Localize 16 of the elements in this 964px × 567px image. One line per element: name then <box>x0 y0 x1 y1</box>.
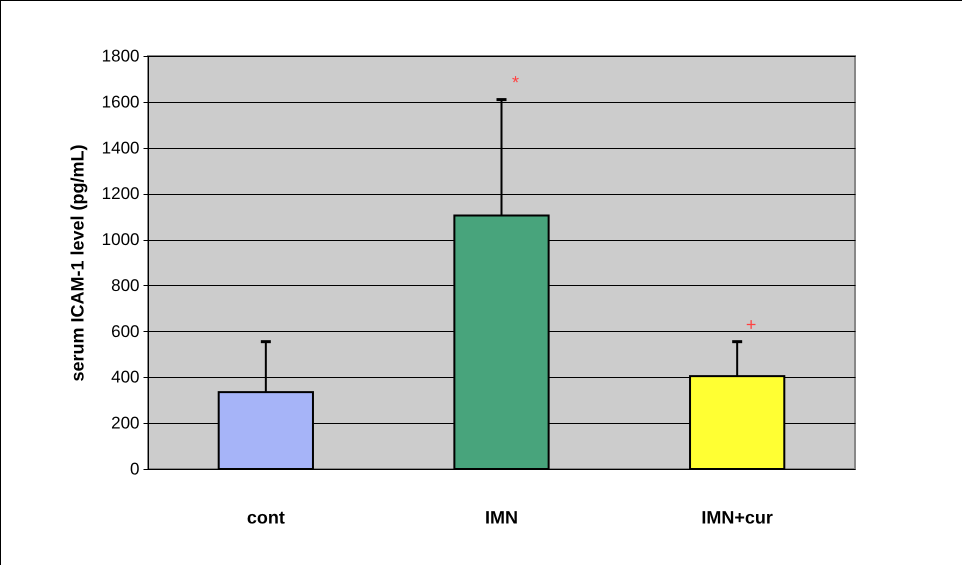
x-tick-label: IMN+cur <box>701 508 773 528</box>
x-tick-label: cont <box>246 508 285 528</box>
y-tick-label: 1400 <box>102 138 140 158</box>
y-tick-label: 0 <box>130 460 140 478</box>
y-tick-label: 1600 <box>102 92 140 112</box>
annotation: + <box>746 314 756 335</box>
y-tick-label: 200 <box>111 414 140 433</box>
x-tick-label: IMN <box>485 508 518 528</box>
y-tick-label: 600 <box>111 322 140 341</box>
y-tick-label: 400 <box>111 368 140 387</box>
y-axis-title: serum ICAM-1 level (pg/mL) <box>68 144 88 382</box>
y-tick-label: 1800 <box>102 46 140 66</box>
y-tick-label: 1200 <box>102 184 140 204</box>
annotation: * <box>512 72 520 93</box>
y-tick-label: 800 <box>111 276 140 295</box>
y-tick-label: 1000 <box>102 230 140 250</box>
